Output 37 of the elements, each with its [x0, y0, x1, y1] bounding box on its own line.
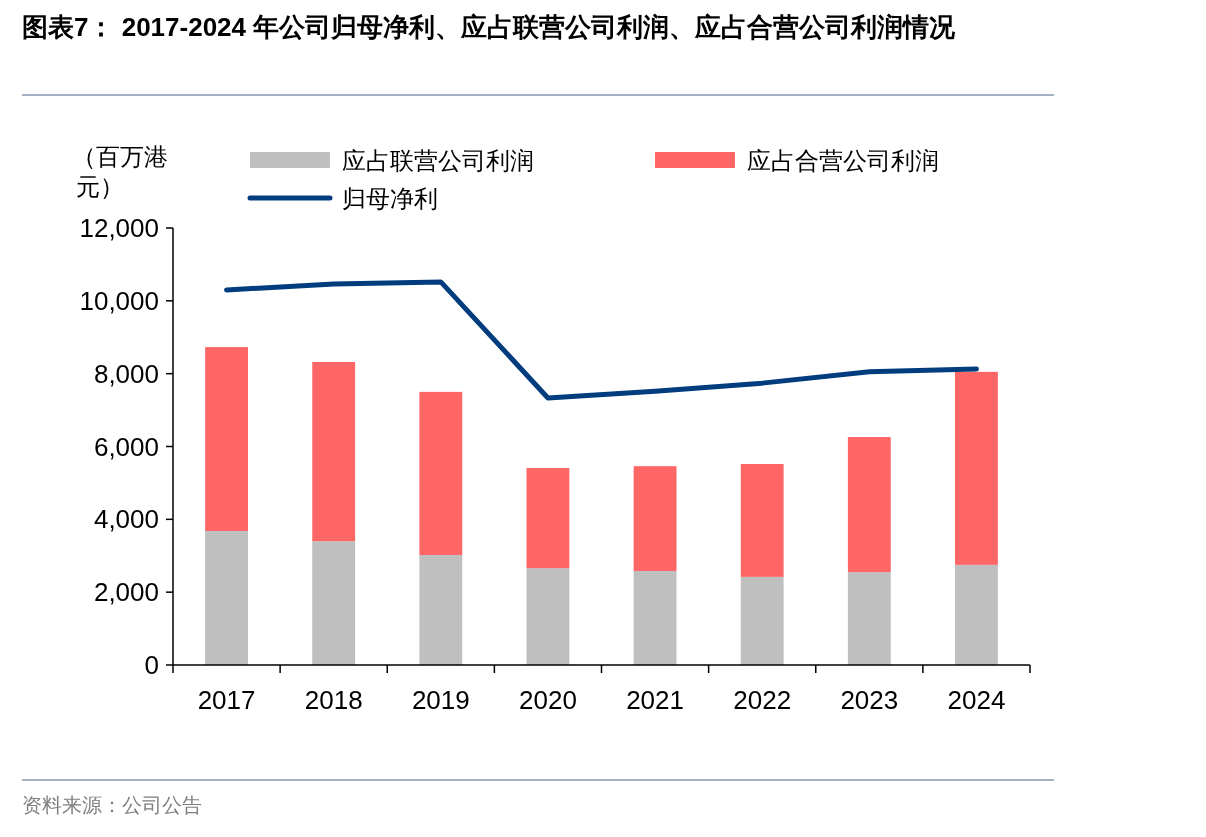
x-tick-label: 2020 — [519, 685, 577, 715]
x-tick-label: 2024 — [947, 685, 1006, 715]
bar — [740, 576, 784, 665]
x-tick-label: 2017 — [197, 685, 256, 715]
y-tick-label: 4,000 — [93, 504, 159, 535]
legend-label: 应占合营公司利润 — [747, 146, 939, 174]
bar — [526, 467, 570, 569]
bar — [419, 391, 463, 556]
bar — [740, 463, 784, 577]
bar — [955, 371, 998, 565]
x-tick-label: 2019 — [411, 685, 470, 715]
bar — [205, 347, 248, 531]
y-tick-label: 10,000 — [79, 285, 159, 316]
bar — [847, 437, 891, 573]
y-tick-label: 0 — [144, 650, 159, 680]
y-tick-label: 2,000 — [93, 577, 159, 608]
x-tick-label: 2023 — [840, 685, 899, 715]
bar — [633, 466, 677, 572]
bar — [419, 555, 463, 665]
x-tick-label: 2018 — [304, 685, 363, 715]
y-tick-label: 12,000 — [79, 213, 159, 243]
y-tick-label: 6,000 — [93, 431, 159, 462]
x-tick-label: 2022 — [733, 685, 792, 715]
legend-label: 归母净利 — [342, 184, 438, 212]
bar — [312, 362, 356, 542]
legend-label: 应占联营公司利润 — [342, 146, 534, 174]
bar — [526, 568, 570, 665]
text: 资料来源：公司公告 — [22, 794, 202, 816]
bar — [847, 572, 891, 665]
bar — [955, 564, 998, 665]
chart-title: 图表7： 2017-2024 年公司归母净利、应占联营公司利润、应占合营公司利润情况 — [22, 11, 957, 44]
x-tick-label: 2021 — [626, 685, 684, 715]
bar — [312, 541, 356, 665]
bar — [633, 571, 677, 665]
y-tick-label: 8,000 — [93, 358, 159, 389]
y-axis-title: （百万港元） — [72, 143, 168, 200]
bar — [205, 530, 248, 665]
